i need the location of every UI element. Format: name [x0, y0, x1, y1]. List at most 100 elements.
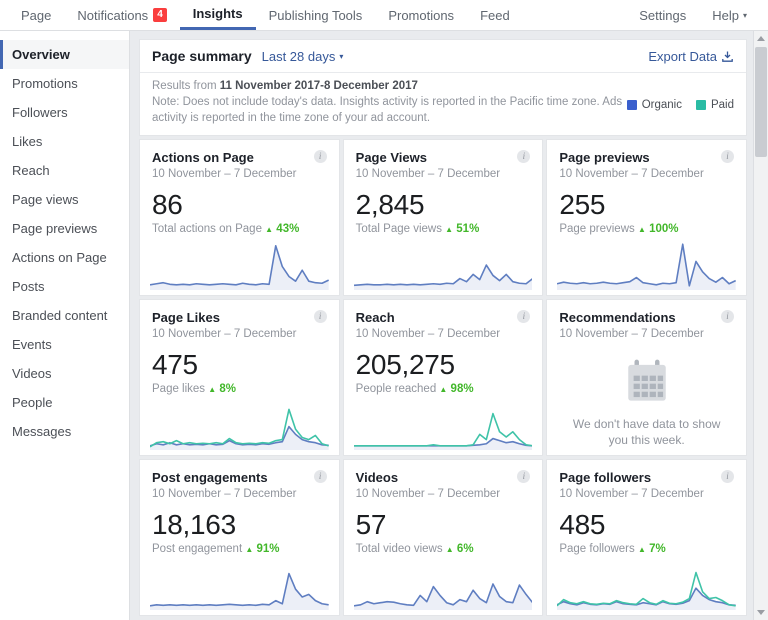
nav-tab-feed-label: Feed: [480, 7, 510, 23]
nav-tab-insights[interactable]: Insights: [179, 0, 256, 30]
metric-label: Page previews ▲ 100%: [559, 223, 734, 235]
nav-tab-page[interactable]: Page: [8, 0, 64, 30]
card-date-range: 10 November – 7 December: [355, 487, 501, 500]
page-summary-header: Page summary Last 28 days ▾ Export Data: [140, 40, 746, 73]
paid-swatch-icon: [695, 99, 706, 110]
up-arrow-icon: ▲: [265, 224, 274, 234]
metric-name: Page likes: [152, 382, 206, 395]
sparkline-chart: [150, 238, 329, 290]
sidebar-item-overview[interactable]: Overview: [0, 40, 129, 69]
page-summary-panel: Page summary Last 28 days ▾ Export Data …: [139, 39, 747, 136]
export-data-button[interactable]: Export Data: [648, 49, 734, 64]
card-recommendations[interactable]: Recommendations i 10 November – 7 Decembe…: [546, 298, 747, 456]
sidebar-item-posts[interactable]: Posts: [12, 279, 45, 294]
info-icon[interactable]: i: [313, 469, 327, 483]
metric-value: 2,845: [355, 188, 425, 220]
info-icon[interactable]: i: [517, 149, 531, 163]
sidebar-item-promotions[interactable]: Promotions: [12, 76, 78, 91]
card-reach[interactable]: Reach i 10 November – 7 December 205,275 …: [342, 298, 544, 456]
sidebar-item-messages[interactable]: Messages: [12, 424, 72, 439]
card-page-views[interactable]: Page Views i 10 November – 7 December 2,8…: [342, 138, 544, 296]
sparkline-chart: [353, 398, 533, 450]
sparkline-chart: [557, 238, 736, 290]
scrollbar-thumb[interactable]: [755, 47, 767, 157]
sidebar-item-followers[interactable]: Followers: [12, 105, 68, 120]
top-nav-right: Settings Help ▾: [626, 0, 760, 30]
nav-tab-notifications[interactable]: Notifications 4: [64, 0, 179, 30]
up-arrow-icon: ▲: [445, 544, 454, 554]
metric-change: 100%: [649, 222, 679, 235]
info-icon[interactable]: i: [517, 309, 531, 323]
legend-paid-label: Paid: [710, 98, 734, 111]
card-title: Page previews: [559, 149, 650, 165]
date-range-dropdown[interactable]: Last 28 days ▾: [262, 49, 344, 64]
card-date-range: 10 November – 7 December: [559, 487, 704, 500]
metric-name: Page previews: [559, 222, 635, 235]
metric-change: 98%: [450, 382, 474, 395]
metric-value: 485: [559, 508, 606, 540]
info-icon[interactable]: i: [721, 149, 734, 163]
up-arrow-icon: ▲: [445, 224, 454, 234]
card-videos[interactable]: Videos i 10 November – 7 December 57 Tota…: [342, 458, 544, 616]
scroll-up-button[interactable]: [754, 31, 768, 46]
up-arrow-icon: ▲: [439, 384, 448, 394]
info-icon[interactable]: i: [313, 309, 327, 323]
sidebar-item-branded-content[interactable]: Branded content: [12, 308, 108, 323]
vertical-scrollbar[interactable]: [753, 31, 768, 620]
card-title: Reach: [355, 309, 395, 325]
nav-tab-publishing-tools[interactable]: Publishing Tools: [256, 0, 376, 30]
card-page-followers[interactable]: Page followers i 10 November – 7 December…: [546, 458, 747, 616]
help-label: Help: [712, 7, 739, 23]
top-nav-left: Page Notifications 4 Insights Publishing…: [8, 0, 523, 30]
chart-legend: Organic Paid: [626, 79, 734, 127]
up-arrow-icon: ▲: [637, 544, 646, 554]
results-note-text: Results from 11 November 2017-8 December…: [152, 79, 627, 127]
metric-name: Total actions on Page: [152, 222, 262, 235]
sparkline-chart: [150, 558, 329, 610]
sidebar-item-page-previews[interactable]: Page previews: [12, 221, 98, 236]
settings-button[interactable]: Settings: [626, 0, 699, 30]
nav-tab-promotions[interactable]: Promotions: [375, 0, 467, 30]
card-title: Actions on Page: [152, 149, 254, 165]
help-menu-button[interactable]: Help ▾: [699, 0, 760, 30]
metric-value: 205,275: [355, 348, 455, 380]
results-note-section: Results from 11 November 2017-8 December…: [140, 73, 746, 135]
sidebar-item-reach[interactable]: Reach: [12, 163, 50, 178]
metric-value: 57: [355, 508, 387, 540]
sidebar-item-page-views[interactable]: Page views: [12, 192, 79, 207]
organic-swatch-icon: [626, 99, 637, 110]
nav-tab-promotions-label: Promotions: [388, 7, 455, 23]
insights-sidebar: Overview Promotions Followers Likes Reac…: [0, 31, 130, 620]
sidebar-item-videos[interactable]: Videos: [12, 366, 52, 381]
sidebar-item-likes[interactable]: Likes: [12, 134, 43, 149]
no-data-placeholder: We don't have data to show you this week…: [559, 356, 734, 450]
metric-change: 51%: [456, 222, 480, 235]
card-date-range: 10 November – 7 December: [152, 327, 297, 340]
nav-tab-feed[interactable]: Feed: [467, 0, 523, 30]
card-date-range: 10 November – 7 December: [355, 327, 501, 340]
card-actions-on-page[interactable]: Actions on Page i 10 November – 7 Decembe…: [139, 138, 340, 296]
card-title: Videos: [355, 469, 399, 485]
scroll-up-arrow-icon: [757, 36, 765, 41]
up-arrow-icon: ▲: [208, 384, 217, 394]
info-icon[interactable]: i: [517, 469, 531, 483]
info-icon[interactable]: i: [721, 469, 734, 483]
metric-name: Total Page views: [355, 222, 442, 235]
sidebar-item-people[interactable]: People: [12, 395, 53, 410]
legend-organic: Organic: [626, 83, 682, 127]
card-page-previews[interactable]: Page previews i 10 November – 7 December …: [546, 138, 747, 296]
card-post-engagements[interactable]: Post engagements i 10 November – 7 Decemb…: [139, 458, 340, 616]
scroll-down-button[interactable]: [754, 605, 768, 620]
metric-name: Total video views: [355, 542, 443, 555]
card-page-likes[interactable]: Page Likes i 10 November – 7 December 475…: [139, 298, 340, 456]
info-icon[interactable]: i: [721, 309, 734, 323]
info-icon[interactable]: i: [313, 149, 327, 163]
metric-change: 7%: [649, 542, 666, 555]
metric-name: Post engagement: [152, 542, 243, 555]
results-prefix: Results from: [152, 80, 220, 92]
results-date-range: 11 November 2017-8 December 2017: [219, 80, 418, 92]
sidebar-item-events[interactable]: Events: [12, 337, 52, 352]
chevron-down-icon: ▾: [742, 10, 747, 20]
metric-name: Page followers: [559, 542, 635, 555]
sidebar-item-actions-on-page[interactable]: Actions on Page: [12, 250, 107, 265]
